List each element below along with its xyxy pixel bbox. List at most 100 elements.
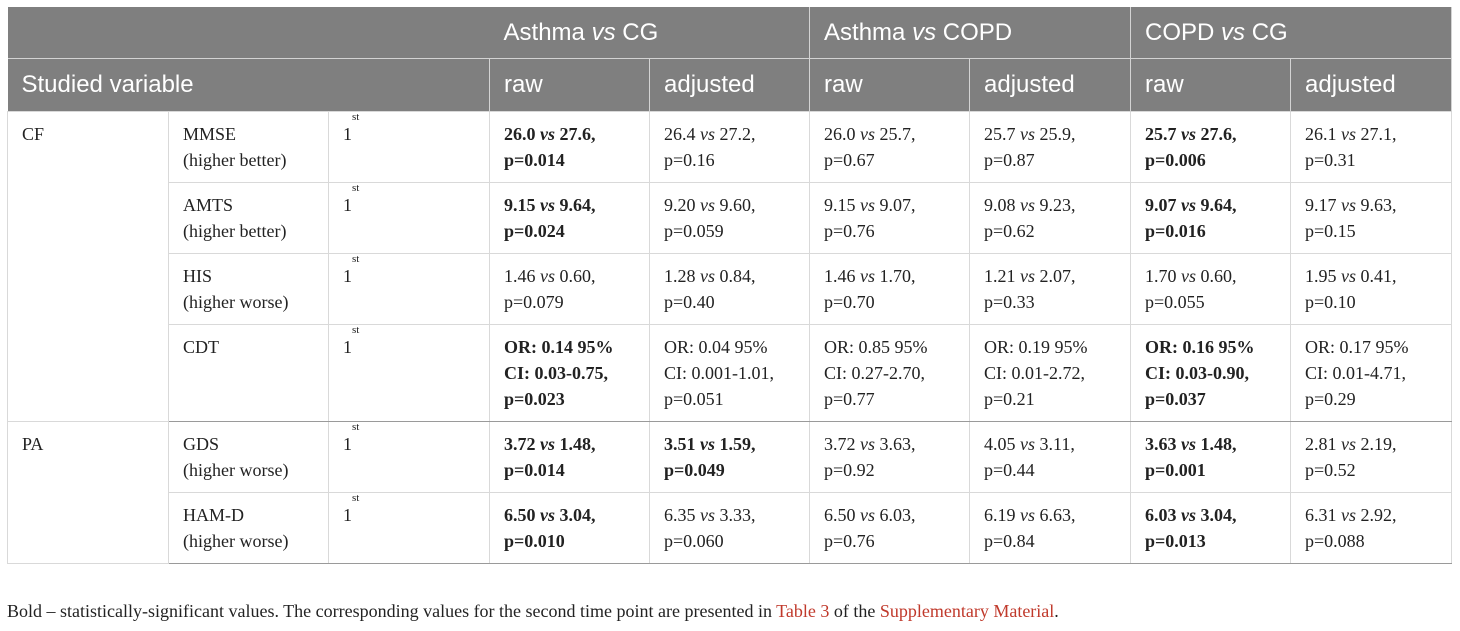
vs-label: vs: [1020, 195, 1036, 215]
p-value: p=0.16: [664, 150, 715, 170]
table-row: CDT 1st OR: 0.14 95% CI: 0.03-0.75, p=0.023 O…: [8, 324, 1453, 422]
test-direction: (higher worse): [183, 292, 289, 312]
vs-label: vs: [1341, 505, 1357, 525]
time-point-cell: 1st: [327, 253, 491, 325]
vs-label: vs: [700, 266, 716, 286]
vs-label: vs: [1341, 434, 1357, 454]
value-line: OR: 0.85 95%: [824, 337, 928, 357]
p-value: p=0.44: [984, 460, 1035, 480]
table-row: HAM-D (higher worse) 1st 6.50 vs 3.04, p=0.0…: [8, 492, 1453, 564]
value-line: p=0.21: [984, 389, 1035, 409]
vs-label: vs: [1020, 266, 1036, 286]
value-cell: OR: 0.85 95% CI: 0.27-2.70, p=0.77: [809, 324, 971, 422]
vs-label: vs: [1181, 266, 1197, 286]
time-point-suffix: st: [352, 253, 360, 265]
value-line: p=0.037: [1145, 389, 1206, 409]
table-row: HIS (higher worse) 1st 1.46 vs 0.60, p=0.079…: [8, 253, 1453, 325]
time-point-suffix: st: [352, 492, 360, 504]
test-name: CDT: [183, 337, 219, 357]
value-first: 3.72: [824, 434, 856, 454]
value-cell: 9.08 vs 9.23, p=0.62: [969, 182, 1132, 254]
vs-label: vs: [1181, 434, 1197, 454]
value-second: 6.03,: [879, 505, 916, 525]
vs-label: vs: [1341, 266, 1357, 286]
value-comparison: 4.05 vs 3.11,: [984, 431, 1116, 457]
time-point-number: 1: [343, 195, 352, 215]
value-first: 9.07: [1145, 195, 1177, 215]
value-comparison: 3.72 vs 1.48,: [504, 431, 635, 457]
time-point-number: 1: [343, 124, 352, 144]
value-comparison: 1.21 vs 2.07,: [984, 263, 1116, 289]
value-first: 9.15: [504, 195, 536, 215]
value-cell: 4.05 vs 3.11, p=0.44: [969, 421, 1132, 493]
value-second: 1.48,: [559, 434, 596, 454]
value-second: 0.60,: [559, 266, 596, 286]
value-comparison: 9.15 vs 9.07,: [824, 192, 955, 218]
value-first: 6.31: [1305, 505, 1337, 525]
supplementary-material-link[interactable]: Supplementary Material: [879, 601, 1055, 621]
value-cell: 3.72 vs 1.48, p=0.014: [489, 421, 651, 493]
time-point-cell: 1st: [327, 492, 491, 564]
value-second: 6.63,: [1039, 505, 1076, 525]
value-line: OR: 0.19 95%: [984, 337, 1088, 357]
value-line: OR: 0.16 95%: [1145, 337, 1255, 357]
value-first: 9.20: [664, 195, 696, 215]
p-value: p=0.84: [984, 531, 1035, 551]
time-point-cell: 1st: [327, 182, 491, 254]
value-line: CI: 0.27-2.70,: [824, 363, 926, 383]
value-second: 3.63,: [879, 434, 916, 454]
header-raw: raw: [809, 58, 971, 112]
value-second: 3.33,: [719, 505, 756, 525]
value-line: p=0.023: [504, 389, 565, 409]
vs-label: vs: [540, 124, 556, 144]
value-line: OR: 0.17 95%: [1305, 337, 1409, 357]
vs-label: vs: [1181, 195, 1197, 215]
value-second: 2.92,: [1360, 505, 1397, 525]
test-cell: HAM-D (higher worse): [168, 492, 329, 564]
value-second: 0.60,: [1200, 266, 1237, 286]
value-first: 6.03: [1145, 505, 1177, 525]
value-cell: 25.7 vs 27.6, p=0.006: [1130, 111, 1292, 183]
time-point-number: 1: [343, 434, 352, 454]
value-second: 2.07,: [1039, 266, 1076, 286]
value-comparison: 6.19 vs 6.63,: [984, 502, 1116, 528]
table-3-link[interactable]: Table 3: [776, 601, 830, 621]
vs-label: vs: [1181, 505, 1197, 525]
p-value: p=0.001: [1145, 460, 1206, 480]
value-first: 3.51: [664, 434, 696, 454]
value-comparison: 6.50 vs 6.03,: [824, 502, 955, 528]
value-comparison: 26.0 vs 25.7,: [824, 121, 955, 147]
value-comparison: 2.81 vs 2.19,: [1305, 431, 1437, 457]
value-first: 4.05: [984, 434, 1016, 454]
value-second: 9.64,: [1200, 195, 1237, 215]
vs-label: vs: [1341, 195, 1357, 215]
value-cell: 6.50 vs 3.04, p=0.010: [489, 492, 651, 564]
value-first: 25.7: [984, 124, 1016, 144]
vs-label: vs: [1020, 434, 1036, 454]
value-second: 9.60,: [719, 195, 756, 215]
value-comparison: 6.35 vs 3.33,: [664, 502, 795, 528]
p-value: p=0.010: [504, 531, 565, 551]
value-first: 6.35: [664, 505, 696, 525]
value-comparison: 3.72 vs 3.63,: [824, 431, 955, 457]
test-name: AMTS: [183, 195, 234, 215]
time-point-suffix: st: [352, 324, 360, 336]
test-cell: CDT: [168, 324, 329, 422]
value-line: p=0.77: [824, 389, 875, 409]
value-cell: 26.0 vs 27.6, p=0.014: [489, 111, 651, 183]
value-comparison: 26.4 vs 27.2,: [664, 121, 795, 147]
value-first: 1.46: [504, 266, 536, 286]
value-comparison: 6.50 vs 3.04,: [504, 502, 635, 528]
value-cell: OR: 0.14 95% CI: 0.03-0.75, p=0.023: [489, 324, 651, 422]
vs-label: vs: [860, 505, 876, 525]
value-comparison: 9.15 vs 9.64,: [504, 192, 635, 218]
p-value: p=0.055: [1145, 292, 1205, 312]
value-comparison: 6.31 vs 2.92,: [1305, 502, 1437, 528]
value-cell: OR: 0.17 95% CI: 0.01-4.71, p=0.29: [1290, 324, 1453, 422]
p-value: p=0.76: [824, 531, 875, 551]
value-cell: 2.81 vs 2.19, p=0.52: [1290, 421, 1453, 493]
value-cell: 3.72 vs 3.63, p=0.92: [809, 421, 971, 493]
p-value: p=0.016: [1145, 221, 1206, 241]
value-line: CI: 0.03-0.75,: [504, 363, 609, 383]
value-comparison: 9.17 vs 9.63,: [1305, 192, 1437, 218]
